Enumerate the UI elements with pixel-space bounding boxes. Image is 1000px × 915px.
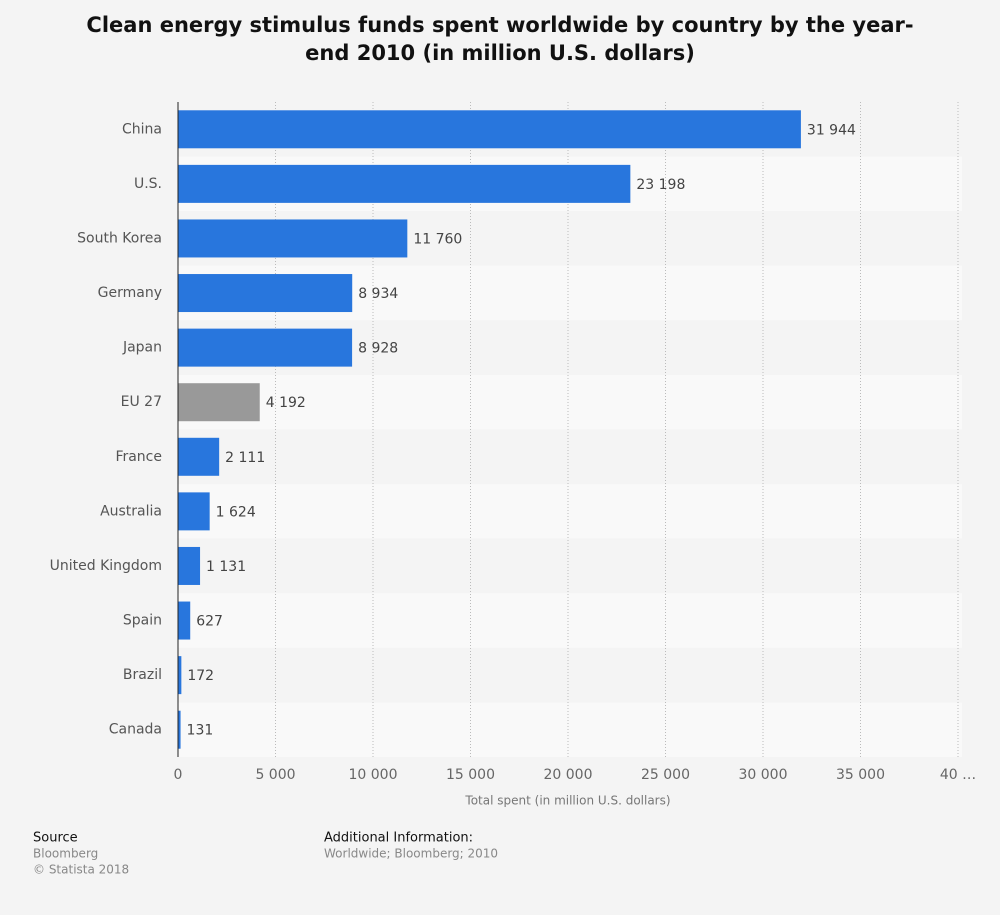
y-tick-label: China [122, 121, 162, 137]
chart-title: Clean energy stimulus funds spent worldw… [86, 13, 913, 65]
x-tick-label: 30 000 [739, 767, 788, 783]
x-tick-label: 35 000 [836, 767, 885, 783]
value-label: 2 111 [225, 450, 265, 466]
y-tick-label: U.S. [134, 176, 162, 192]
y-tick-label: Germany [98, 285, 162, 301]
x-tick-label: 20 000 [544, 767, 593, 783]
value-label: 131 [187, 723, 214, 739]
value-label: 627 [196, 614, 223, 630]
value-label: 8 928 [358, 341, 398, 357]
x-tick-label: 15 000 [446, 767, 495, 783]
y-tick-label: Japan [122, 340, 162, 356]
row-band [178, 702, 962, 757]
value-label: 1 131 [206, 559, 246, 575]
y-tick-label: Australia [100, 503, 162, 519]
bar [178, 656, 182, 695]
y-tick-label: Canada [109, 722, 162, 738]
x-tick-label: 0 [174, 767, 183, 783]
x-tick-label: 40 … [940, 767, 976, 783]
row-band [178, 429, 962, 485]
bar [178, 219, 408, 258]
value-label: 23 198 [636, 177, 685, 193]
row-band [178, 647, 962, 703]
bar [178, 710, 181, 749]
info: Worldwide; Bloomberg; 2010 [324, 847, 498, 861]
row-band [178, 593, 962, 648]
info-title: Additional Information: [324, 831, 473, 846]
bar [178, 110, 801, 149]
row-band [178, 484, 962, 539]
copyright: © Statista 2018 [33, 863, 129, 877]
value-label: 11 760 [413, 231, 462, 247]
source: Bloomberg [33, 847, 98, 861]
value-label: 172 [187, 668, 214, 684]
y-tick-label: EU 27 [121, 394, 162, 410]
x-tick-label: 5 000 [255, 767, 295, 783]
row-band [178, 374, 962, 430]
row-band [178, 538, 962, 594]
x-tick-label: 10 000 [349, 767, 398, 783]
bar [178, 383, 260, 422]
value-label: 8 934 [358, 286, 398, 302]
bar [178, 437, 220, 476]
bar [178, 164, 631, 203]
y-tick-label: Spain [123, 613, 162, 629]
y-tick-label: France [115, 449, 162, 465]
bar [178, 328, 353, 367]
bar [178, 601, 191, 640]
bar [178, 274, 353, 313]
bar [178, 492, 210, 531]
y-tick-label: South Korea [77, 230, 162, 246]
y-tick-label: United Kingdom [50, 558, 162, 574]
value-label: 31 944 [807, 122, 856, 138]
value-label: 4 192 [266, 395, 306, 411]
x-axis-label: Total spent (in million U.S. dollars) [464, 794, 670, 808]
value-label: 1 624 [216, 504, 256, 520]
x-tick-label: 25 000 [641, 767, 690, 783]
bar [178, 546, 201, 585]
y-tick-label: Brazil [123, 667, 162, 683]
source-title: Source [33, 831, 78, 846]
